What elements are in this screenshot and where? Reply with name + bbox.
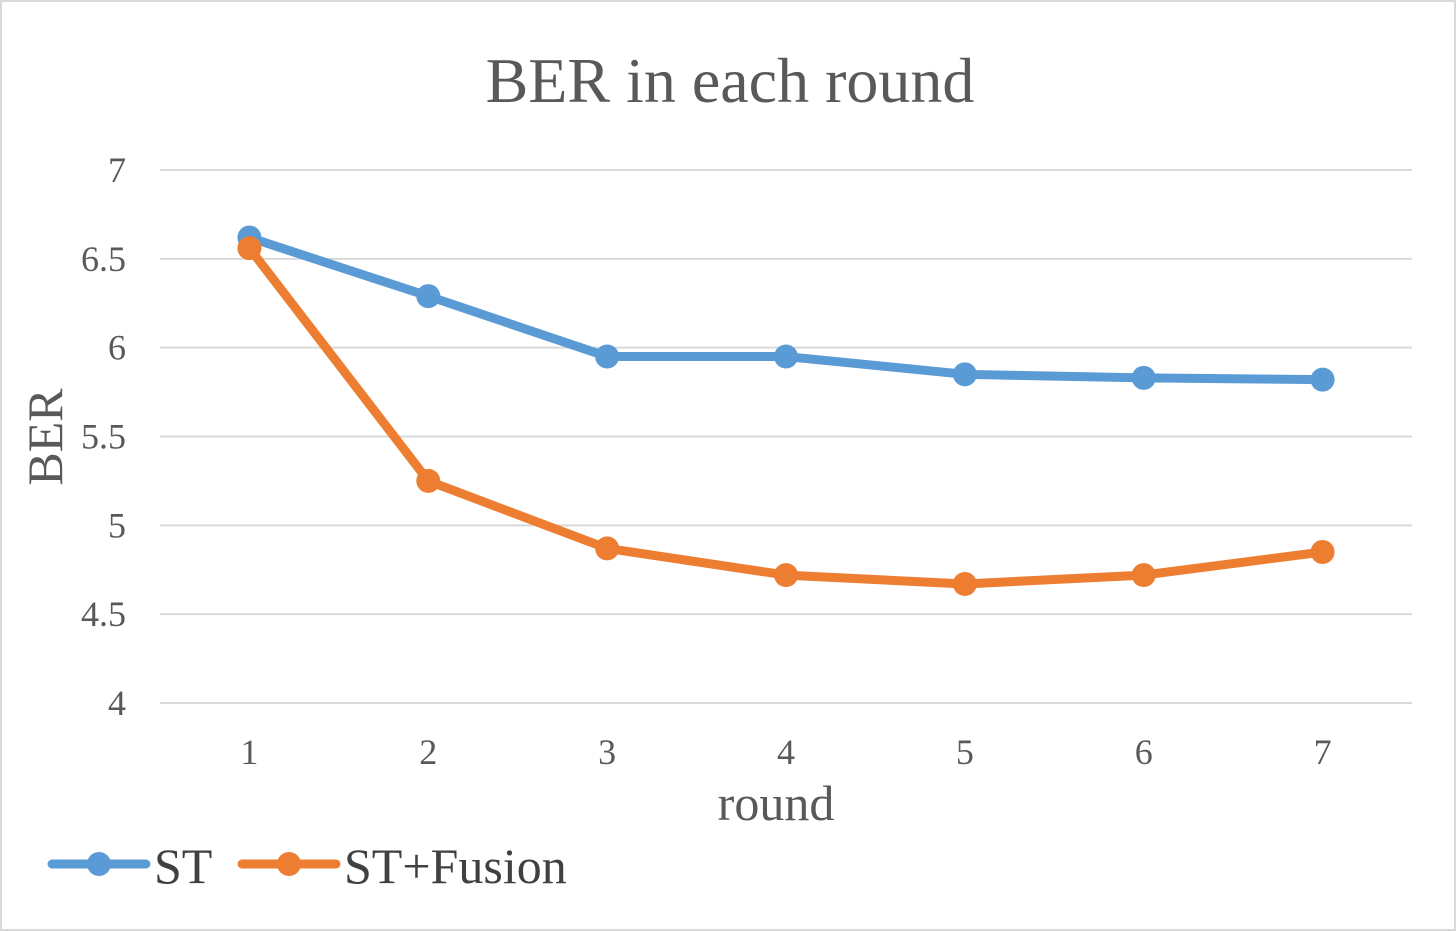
x-tick-label: 5 — [956, 732, 974, 772]
legend-label: ST — [154, 838, 212, 894]
legend-item: ST+Fusion — [237, 838, 567, 894]
data-point — [1310, 539, 1335, 564]
x-tick-label: 3 — [598, 732, 616, 772]
data-point — [1131, 563, 1156, 588]
series-line — [244, 243, 1328, 589]
series-st-fusion — [237, 236, 1335, 596]
data-point — [952, 362, 977, 387]
data-point — [774, 563, 798, 588]
legend-swatch-marker — [87, 852, 111, 876]
x-tick-label: 6 — [1135, 732, 1153, 772]
legend-swatch-marker — [277, 852, 301, 876]
legend-item: ST — [47, 838, 212, 894]
y-axis-ticks: 4 4.5 5 5.5 6 6.5 7 — [81, 150, 126, 723]
legend-label: ST+Fusion — [344, 838, 567, 894]
data-point — [595, 344, 620, 369]
x-tick-label: 4 — [777, 732, 795, 772]
chart-title: BER in each round — [486, 45, 975, 116]
y-tick-label: 7 — [108, 150, 126, 190]
data-point — [774, 344, 798, 369]
y-tick-label: 4 — [108, 683, 126, 723]
x-tick-label: 1 — [240, 732, 258, 772]
y-tick-label: 6 — [108, 328, 126, 368]
x-axis-ticks: 1 2 3 4 5 6 7 — [240, 732, 1331, 772]
series — [237, 225, 1335, 596]
data-point — [237, 236, 262, 261]
y-tick-label: 5.5 — [81, 417, 126, 457]
data-point — [416, 284, 441, 309]
y-tick-label: 4.5 — [81, 594, 126, 634]
y-tick-label: 5 — [108, 505, 126, 545]
legend: ST ST+Fusion — [47, 838, 567, 894]
gridlines — [160, 169, 1412, 704]
y-tick-label: 6.5 — [81, 239, 126, 279]
data-point — [1131, 365, 1156, 390]
x-tick-label: 2 — [419, 732, 437, 772]
data-point — [952, 571, 977, 596]
y-axis-label: BER — [17, 388, 73, 486]
series-st — [237, 225, 1335, 392]
data-point — [416, 468, 441, 493]
x-axis-label: round — [718, 775, 835, 831]
x-tick-label: 7 — [1314, 732, 1332, 772]
data-point — [595, 536, 620, 561]
data-point — [1310, 367, 1335, 392]
